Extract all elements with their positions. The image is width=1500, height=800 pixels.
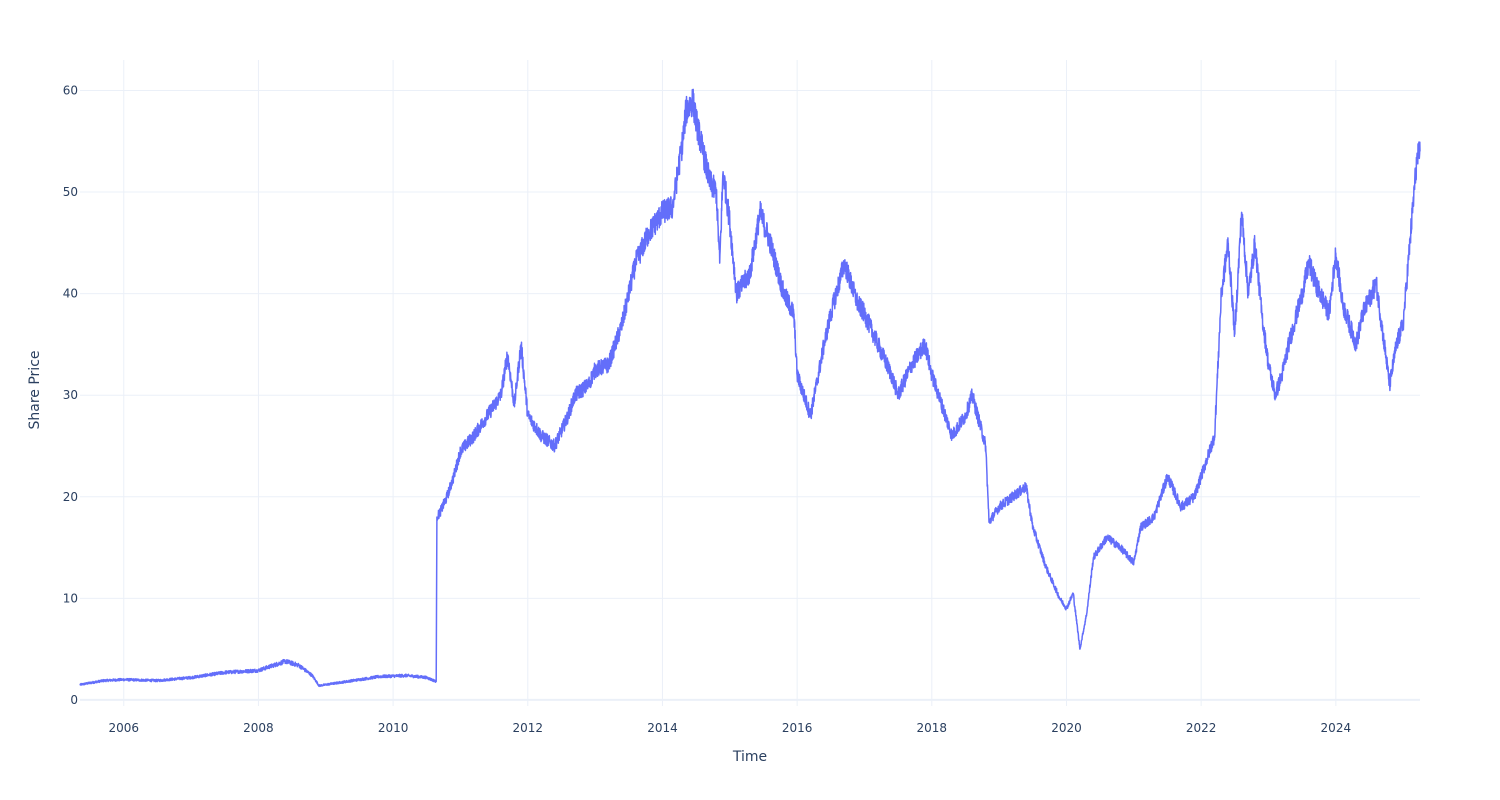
y-tick-label: 40 [63,287,78,301]
y-tick-label: 30 [63,388,78,402]
series-group [79,88,1421,688]
x-tick-label: 2014 [647,721,678,735]
x-tick-label: 2006 [108,721,139,735]
x-tick-label: 2016 [782,721,813,735]
x-tick-label: 2010 [378,721,409,735]
x-axis-title: Time [732,749,767,765]
y-axis-title: Share Price [27,350,43,429]
x-tick-label: 2018 [917,721,948,735]
x-tick-label: 2022 [1186,721,1217,735]
grid-lines [80,60,1420,706]
y-axis-ticks: 0 10 20 30 40 50 60 [63,83,78,706]
y-tick-label: 10 [63,591,78,605]
x-tick-label: 2020 [1051,721,1082,735]
y-tick-label: 60 [63,83,78,97]
x-tick-label: 2024 [1321,721,1352,735]
x-tick-label: 2008 [243,721,274,735]
price-series-line [79,88,1421,688]
y-tick-label: 0 [70,693,78,707]
y-tick-label: 50 [63,185,78,199]
y-tick-label: 20 [63,490,78,504]
x-axis-ticks: 2006 2008 2010 2012 2014 2016 2018 2020 2022 2024 [108,721,1351,735]
x-tick-label: 2012 [513,721,544,735]
plot-area [80,60,1420,706]
